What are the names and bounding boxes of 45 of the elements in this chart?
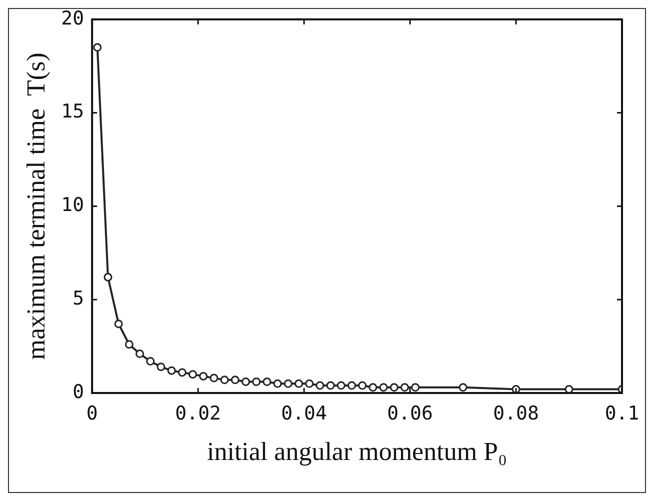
y-tick-label: 15 [61, 100, 84, 123]
point [284, 379, 292, 388]
x-tick-label: 0.06 [387, 402, 433, 424]
point [178, 368, 186, 377]
point [230, 376, 240, 384]
x-tick-label: 0.04 [281, 402, 327, 424]
y-tick-label: 20 [61, 7, 84, 30]
point [124, 340, 134, 349]
point [188, 370, 198, 379]
point [305, 379, 314, 388]
point [156, 362, 166, 372]
point [210, 374, 218, 382]
point [564, 385, 574, 393]
point [458, 383, 468, 392]
point [336, 381, 346, 390]
point [136, 350, 144, 358]
y-tick-label: 5 [72, 288, 84, 310]
point [368, 383, 378, 392]
point [294, 379, 303, 388]
point [379, 383, 388, 392]
point [167, 366, 176, 375]
x-tick-label: 0.08 [493, 402, 539, 424]
point [358, 381, 367, 390]
point [220, 376, 229, 384]
x-tick-label: 0.1 [604, 402, 640, 424]
y-axis-title: maximum terminal time T(s) [21, 52, 50, 360]
point [262, 378, 272, 386]
point [199, 372, 208, 380]
x-axis-title: initial angular momentum P₀ [206, 437, 508, 466]
point [316, 381, 324, 390]
point [104, 272, 112, 282]
y-tick-label: 0 [72, 380, 84, 403]
point [273, 379, 282, 388]
point [347, 381, 356, 390]
point [93, 43, 102, 52]
point [242, 378, 250, 386]
point [146, 356, 155, 366]
point [114, 320, 123, 328]
point [326, 381, 335, 390]
y-tick-label: 10 [61, 194, 84, 216]
point [390, 383, 398, 392]
x-tick-label: 0.02 [175, 402, 221, 424]
point [411, 383, 420, 392]
point [252, 378, 261, 386]
point [400, 383, 409, 392]
